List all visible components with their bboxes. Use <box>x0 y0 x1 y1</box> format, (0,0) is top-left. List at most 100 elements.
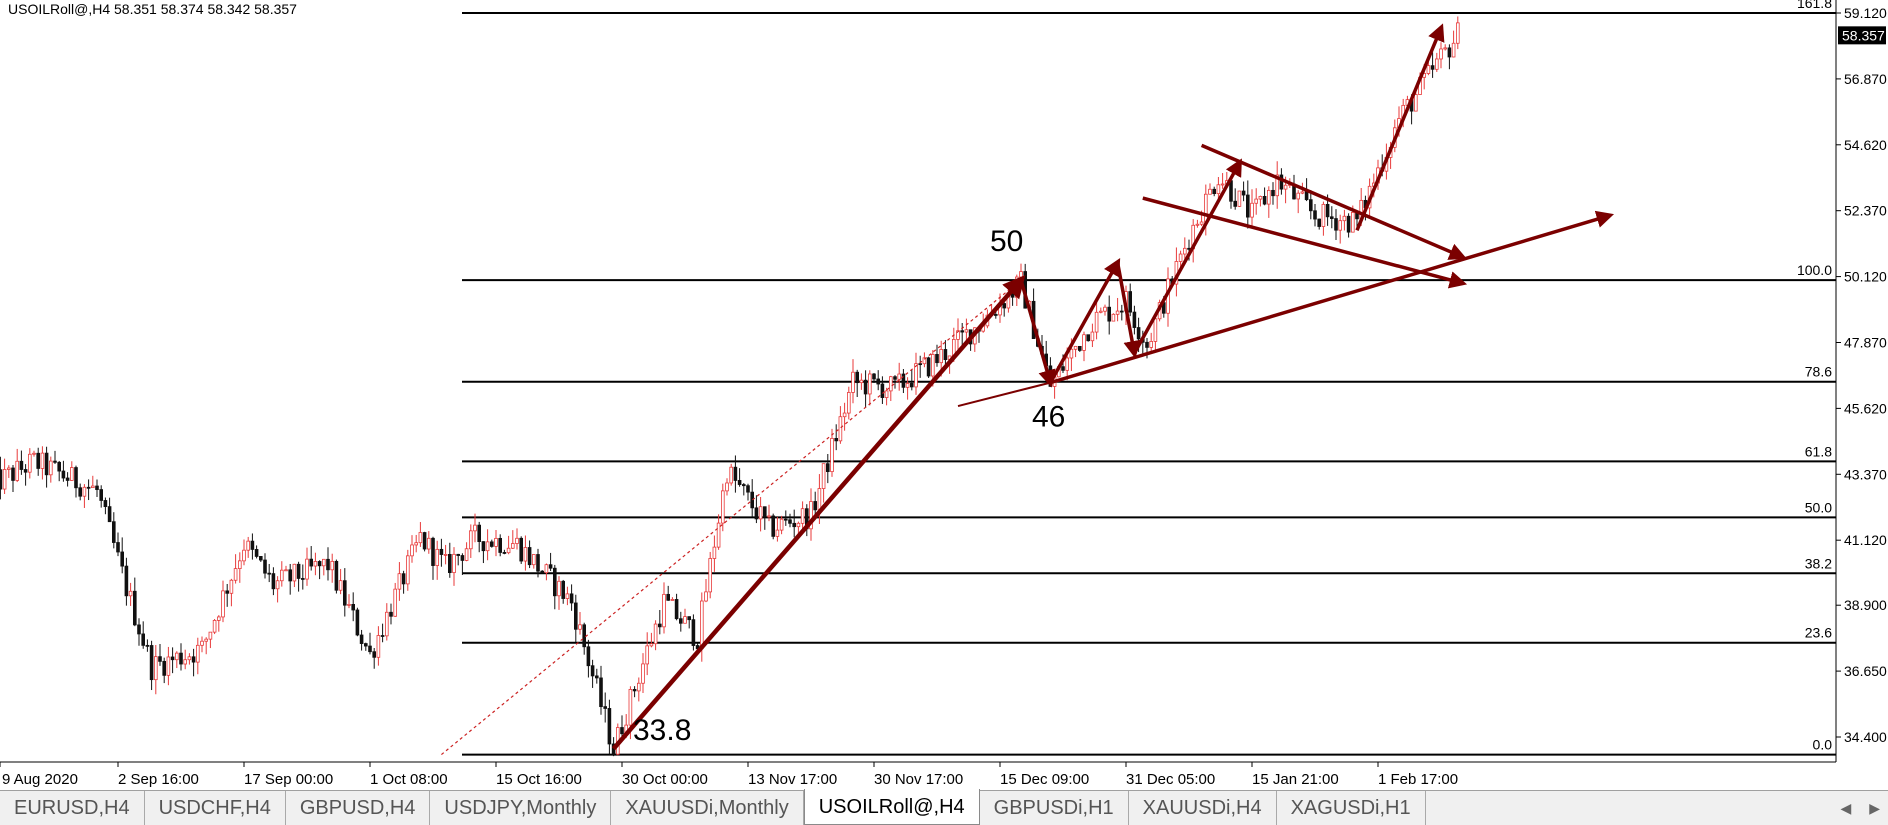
candle-body <box>1212 188 1217 195</box>
arrow-drawing <box>1049 210 1615 385</box>
y-tick-label: 52.370 <box>1844 203 1887 219</box>
candle-body <box>578 624 582 630</box>
candle-body <box>473 524 477 532</box>
candle-body <box>82 486 87 497</box>
candle-body <box>708 558 712 593</box>
tab-xauusdi-h4[interactable]: XAUUSDi,H4 <box>1129 791 1277 825</box>
candle-body <box>1262 196 1267 205</box>
candle-body <box>149 645 154 681</box>
candle-body <box>334 560 339 591</box>
tab-usdchf-h4[interactable]: USDCHF,H4 <box>145 791 286 825</box>
candle-body <box>40 452 45 469</box>
candle-body <box>2 469 7 490</box>
candle-body <box>397 573 402 590</box>
fib-level-label: 61.8 <box>1805 443 1832 459</box>
candle-body <box>502 552 507 554</box>
candle-body <box>851 371 855 393</box>
candle-body <box>1267 189 1271 205</box>
candle-body <box>931 354 935 377</box>
candle-body <box>11 467 15 481</box>
candle-body <box>1145 341 1149 348</box>
candle-body <box>901 373 906 388</box>
candle-body <box>1229 180 1233 202</box>
candle-body <box>670 599 675 601</box>
price-chart[interactable]: 0.0 23.6 38.2 50.0 61.8 78.6 100.0 161.8 50 46 33… <box>0 0 1888 790</box>
y-tick-label: 43.370 <box>1844 466 1887 482</box>
candle-body <box>183 659 188 665</box>
candle-body <box>662 593 666 628</box>
scroll-left-icon[interactable]: ◀ <box>1840 799 1852 816</box>
candle-body <box>1094 311 1099 333</box>
candle-body <box>422 532 427 550</box>
candle-body <box>195 644 200 663</box>
candle-body <box>116 542 120 553</box>
candle-body <box>653 623 658 645</box>
candle-body <box>494 537 498 547</box>
support-trendline <box>957 381 1051 408</box>
candle-body <box>258 556 263 561</box>
candle-body <box>687 616 691 621</box>
candle-body <box>456 553 460 556</box>
candle-body <box>595 675 599 679</box>
candle-body <box>1296 192 1301 200</box>
candle-body <box>788 519 792 524</box>
candle-body <box>649 643 654 647</box>
candle-body <box>1195 223 1200 226</box>
candle-body <box>859 379 864 384</box>
candle-body <box>666 593 670 601</box>
candle-body <box>943 349 948 361</box>
arrow-drawing <box>1355 23 1445 231</box>
candle-body <box>1241 190 1246 196</box>
candle-body <box>414 542 418 546</box>
candle-body <box>1246 194 1250 218</box>
candle-body <box>540 570 544 574</box>
candle-body <box>326 558 330 571</box>
tab-gbpusd-h4[interactable]: GBPUSD,H4 <box>286 791 431 825</box>
scroll-right-icon[interactable]: ▶ <box>1869 799 1880 816</box>
candle-body <box>1183 247 1187 255</box>
candle-body <box>1069 348 1074 359</box>
candle-body <box>800 508 805 524</box>
candle-body <box>532 554 536 566</box>
candle-body <box>250 540 255 550</box>
candle-body <box>321 558 326 567</box>
fib-level-label: 78.6 <box>1805 364 1832 380</box>
fib-level-label: 23.6 <box>1805 625 1832 641</box>
candle-body <box>431 537 435 566</box>
candle-body <box>918 363 922 366</box>
candle-body <box>1019 271 1023 278</box>
candle-body <box>1456 22 1460 44</box>
candle-body <box>32 452 36 455</box>
candle-body <box>590 665 595 677</box>
chart-background <box>0 0 1888 790</box>
candle-body <box>174 652 179 661</box>
candle-body <box>838 416 843 442</box>
candle-body <box>658 623 662 628</box>
tab-usdjpy-monthly[interactable]: USDJPY,Monthly <box>430 791 612 825</box>
candle-body <box>103 500 108 508</box>
candle-body <box>468 530 473 550</box>
tab-xauusdi-monthly[interactable]: XAUUSDi,Monthly <box>611 791 804 825</box>
tab-usoilroll-h4[interactable]: USOILRoll@,H4 <box>803 789 980 825</box>
candle-body <box>763 506 767 518</box>
candle-body <box>359 634 364 644</box>
candle-body <box>637 682 641 692</box>
candle-body <box>443 554 448 556</box>
candle-body <box>233 568 238 581</box>
candle-body <box>964 329 969 333</box>
candle-body <box>405 555 410 585</box>
candle-body <box>1258 196 1263 200</box>
tab-xagusdi-h1[interactable]: XAGUSDi,H1 <box>1277 791 1426 825</box>
candle-body <box>44 452 49 476</box>
y-tick-label: 54.620 <box>1844 137 1887 153</box>
tab-eurusd-h4[interactable]: EURUSD,H4 <box>0 791 145 825</box>
candle-body <box>426 537 431 550</box>
candle-body <box>1065 357 1070 371</box>
candle-body <box>1099 310 1103 313</box>
candle-body <box>674 599 679 620</box>
candle-body <box>246 540 251 551</box>
candle-body <box>935 354 939 364</box>
candle-body <box>868 373 872 395</box>
candle-body <box>389 611 393 617</box>
tab-gbpusdi-h1[interactable]: GBPUSDi,H1 <box>980 791 1129 825</box>
